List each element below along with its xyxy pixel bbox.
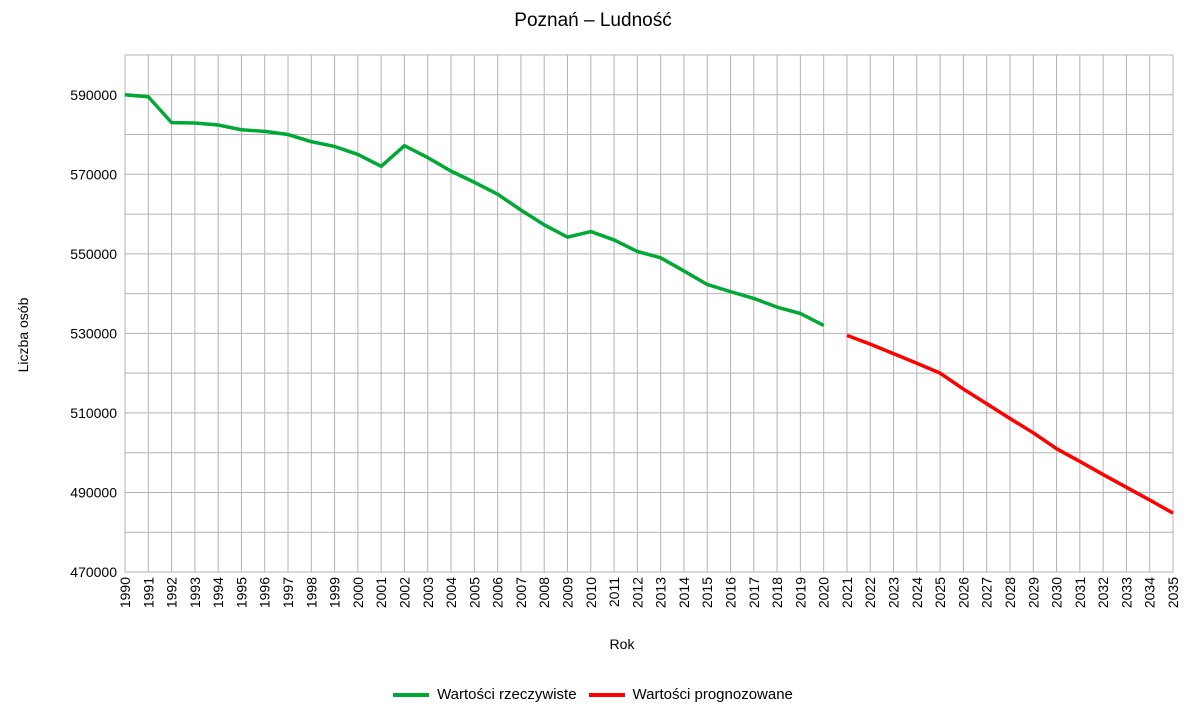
x-tick-label: 1990 — [117, 577, 133, 608]
x-tick-label: 2010 — [583, 577, 599, 608]
legend-item-actual: Wartości rzeczywiste — [393, 686, 577, 703]
x-tick-label: 2000 — [350, 577, 366, 608]
x-tick-label: 2029 — [1025, 577, 1041, 608]
legend: Wartości rzeczywiste Wartości prognozowa… — [0, 686, 1186, 703]
x-tick-label: 2006 — [490, 577, 506, 608]
x-tick-label: 2018 — [769, 577, 785, 608]
x-tick-label: 2011 — [606, 577, 622, 607]
x-tick-label: 1996 — [257, 577, 273, 608]
y-tick-label: 590000 — [70, 87, 117, 103]
x-tick-label: 1997 — [280, 577, 296, 608]
y-tick-label: 570000 — [70, 166, 117, 182]
legend-swatch-actual — [393, 692, 430, 697]
x-tick-label: 1994 — [210, 577, 226, 608]
chart-title: Poznań – Ludność — [514, 10, 672, 31]
x-tick-label: 2033 — [1118, 577, 1134, 608]
x-tick-label: 2002 — [396, 577, 412, 608]
x-tick-label: 2027 — [979, 577, 995, 608]
x-tick-label: 2016 — [723, 577, 739, 608]
x-tick-label: 2001 — [373, 577, 389, 608]
x-tick-label: 2020 — [816, 577, 832, 608]
x-tick-label: 2031 — [1072, 577, 1088, 608]
series-lines — [124, 93, 1174, 515]
grid — [124, 54, 1174, 573]
y-tick-label: 550000 — [70, 246, 117, 262]
x-axis-ticks: 1990 1991 1992 1993 1994 1995 1996 1997 1998 1999… — [117, 577, 1181, 608]
x-tick-label: 1991 — [140, 577, 156, 608]
x-tick-label: 2028 — [1002, 577, 1018, 608]
x-tick-label: 2034 — [1142, 577, 1158, 608]
x-tick-label: 1998 — [303, 577, 319, 608]
x-tick-label: 2026 — [955, 577, 971, 608]
y-axis-ticks: 470000 490000 510000 530000 550000 570000 5900… — [70, 87, 117, 580]
x-tick-label: 2023 — [886, 577, 902, 608]
x-tick-label: 2015 — [699, 577, 715, 608]
x-tick-label: 2017 — [746, 577, 762, 608]
x-tick-label: 2032 — [1095, 577, 1111, 608]
x-axis-label: Rok — [610, 636, 636, 652]
legend-label-forecast: Wartości prognozowane — [632, 686, 793, 703]
x-tick-label: 1993 — [187, 577, 203, 608]
x-tick-label: 2005 — [466, 577, 482, 608]
x-tick-label: 2024 — [909, 577, 925, 608]
x-tick-label: 1995 — [233, 577, 249, 608]
x-tick-label: 1999 — [327, 577, 343, 608]
y-tick-label: 530000 — [70, 325, 117, 341]
x-tick-label: 2019 — [792, 577, 808, 608]
legend-label-actual: Wartości rzeczywiste — [437, 686, 577, 703]
y-tick-label: 470000 — [70, 564, 117, 580]
x-tick-label: 2003 — [420, 577, 436, 608]
x-tick-label: 2012 — [629, 577, 645, 608]
legend-item-forecast: Wartości prognozowane — [588, 686, 793, 703]
x-tick-label: 2014 — [676, 577, 692, 608]
x-tick-label: 2009 — [559, 577, 575, 608]
y-axis-label: Liczba osób — [15, 297, 31, 372]
x-tick-label: 2025 — [932, 577, 948, 608]
x-tick-label: 2013 — [653, 577, 669, 608]
y-tick-label: 490000 — [70, 484, 117, 500]
series-line-actual — [124, 93, 825, 327]
x-tick-label: 2021 — [839, 577, 855, 608]
x-tick-label: 2008 — [536, 577, 552, 608]
series-line-forecast — [846, 333, 1174, 515]
x-tick-label: 2030 — [1049, 577, 1065, 608]
x-tick-label: 2007 — [513, 577, 529, 608]
y-tick-label: 510000 — [70, 405, 117, 421]
x-tick-label: 2035 — [1165, 577, 1181, 608]
x-tick-label: 2022 — [862, 577, 878, 608]
x-tick-label: 1992 — [164, 577, 180, 608]
legend-swatch-forecast — [588, 692, 625, 697]
x-tick-label: 2004 — [443, 577, 459, 608]
